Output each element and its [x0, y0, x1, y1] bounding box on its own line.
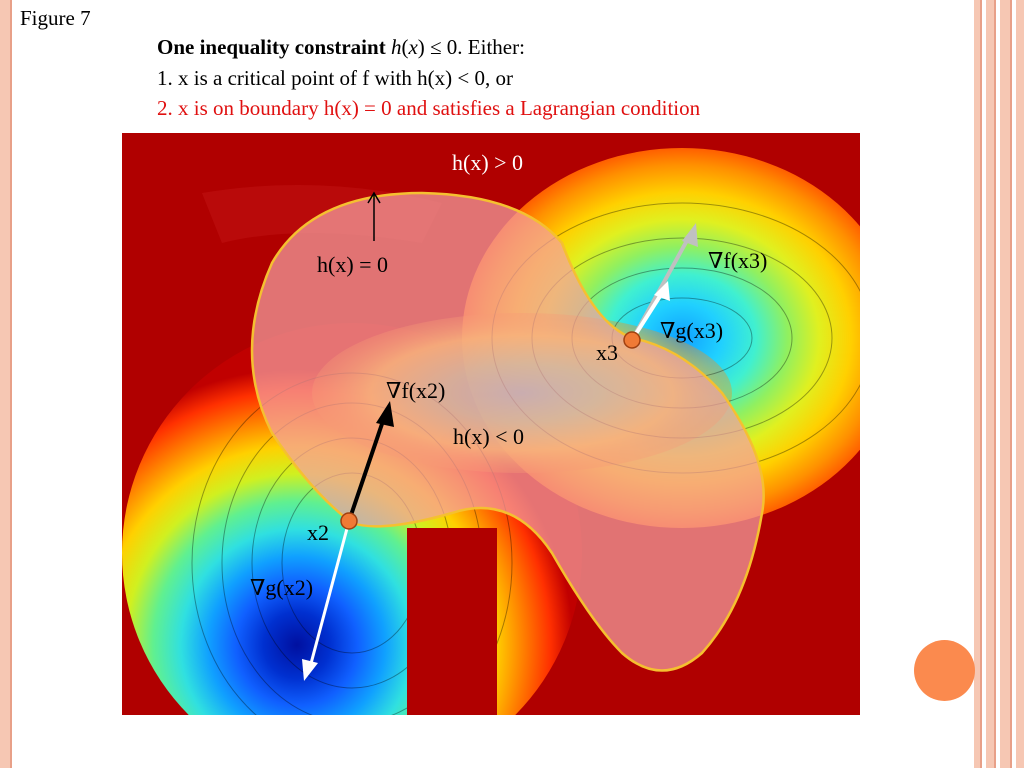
caption-line-1: One inequality constraint h(x) ≤ 0. Eith…: [157, 35, 525, 60]
label-grad-f-x3: ∇f(x3): [708, 248, 768, 273]
label-grad-g-x2: ∇g(x2): [250, 575, 314, 600]
decorative-circle: [914, 640, 975, 701]
caption-h: h: [390, 35, 402, 59]
caption-x: x: [408, 35, 418, 59]
caption-paren-open: (: [401, 35, 409, 59]
caption-tail: ) ≤ 0. Either:: [417, 35, 525, 59]
label-h-zero: h(x) = 0: [317, 252, 389, 277]
label-h-positive: h(x) > 0: [452, 150, 524, 175]
right-stripes-decoration: [974, 0, 1024, 768]
figure-label: Figure 7: [20, 6, 91, 30]
label-h-negative: h(x) < 0: [453, 424, 525, 449]
point-x3: [623, 331, 641, 349]
label-grad-g-x3: ∇g(x3): [660, 318, 724, 343]
label-x3: x3: [596, 340, 618, 365]
grad-g-x2-arrow: [302, 520, 351, 681]
boundary-arrow: [367, 191, 381, 241]
point-x2: [340, 512, 358, 530]
grad-g-x3-arrow: [630, 281, 670, 342]
caption-line-2: 1. x is a critical point of f with h(x) …: [157, 66, 513, 90]
label-grad-f-x2: ∇f(x2): [386, 378, 446, 403]
left-border-decoration: [0, 0, 10, 768]
label-x2: x2: [307, 520, 329, 545]
caption-line-3: 2. x is on boundary h(x) = 0 and satisfi…: [157, 96, 701, 120]
grad-f-x2-arrow: [347, 401, 394, 522]
left-border-line: [10, 0, 12, 768]
contour-plot: [122, 133, 860, 715]
caption-title: One inequality constraint: [157, 35, 386, 59]
